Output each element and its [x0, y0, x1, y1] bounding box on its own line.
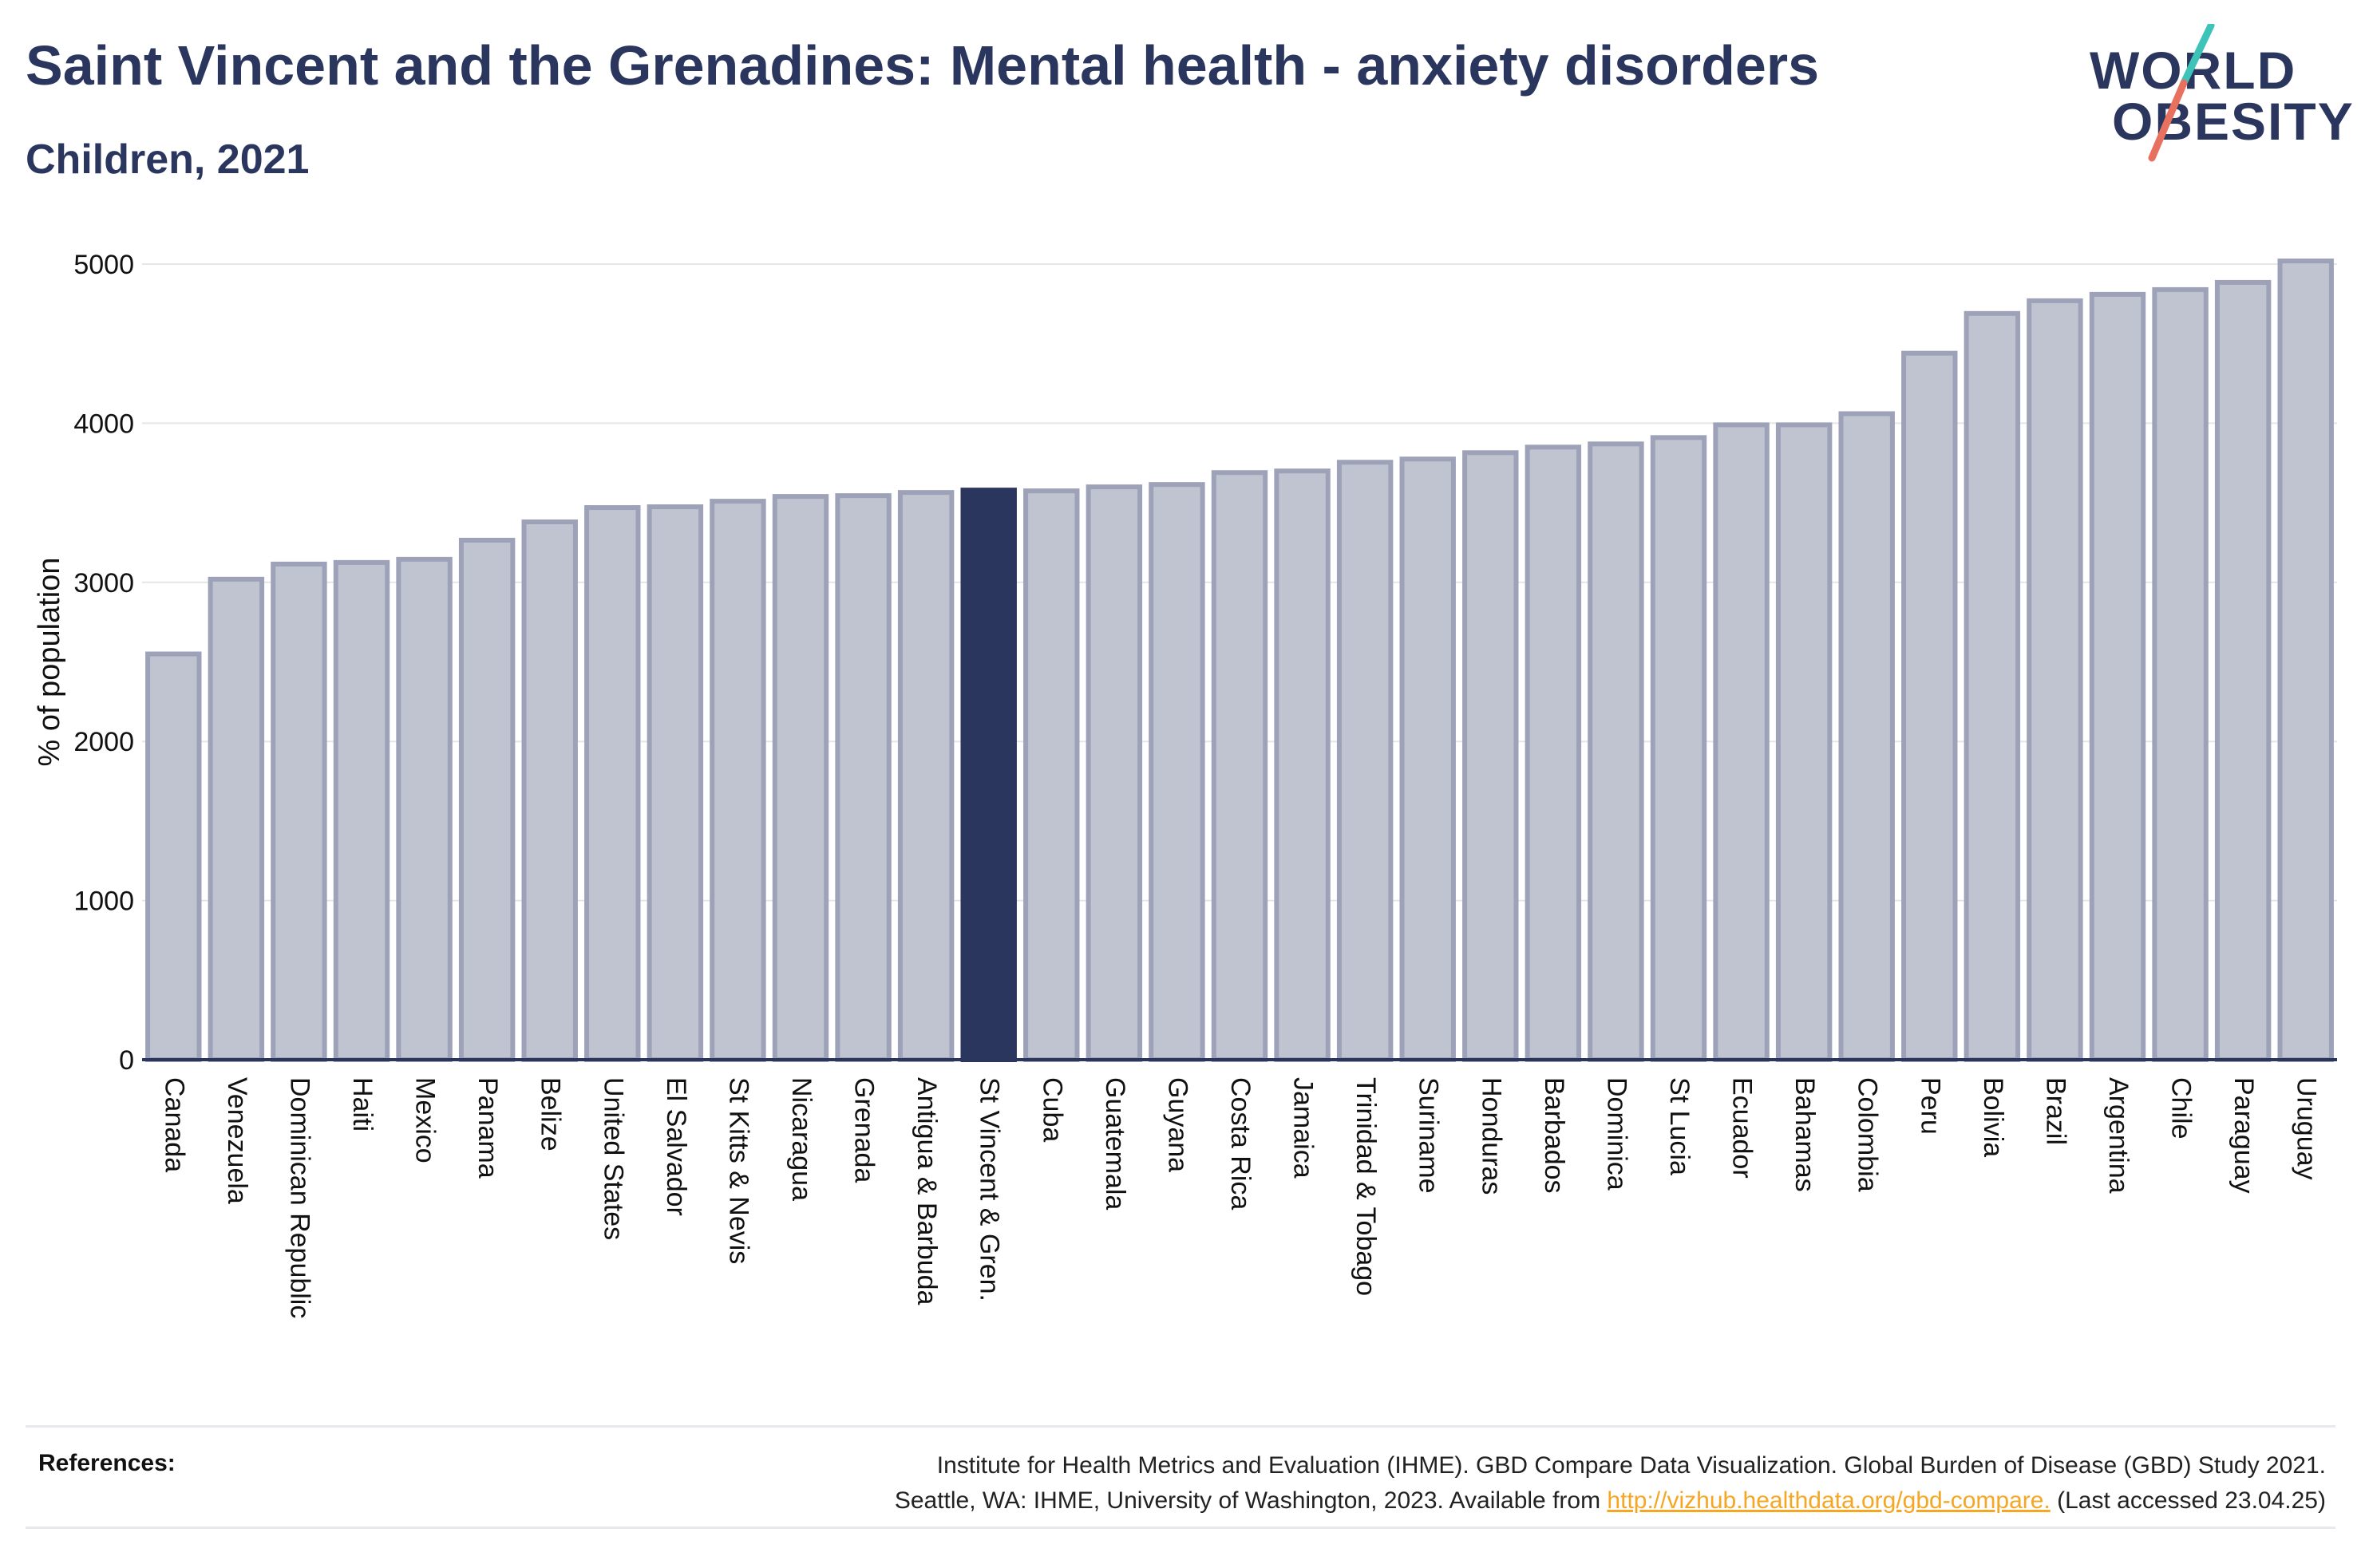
x-tick-label: United States [598, 1077, 628, 1240]
x-tick-label: Brazil [2040, 1077, 2070, 1145]
bar [521, 519, 578, 1062]
x-tick-label: Mexico [410, 1077, 441, 1163]
bar [1274, 468, 1331, 1062]
bar [1149, 482, 1205, 1062]
bar [1775, 422, 1833, 1062]
x-tick-label: Belize [536, 1077, 566, 1151]
logo-slash-icon [2148, 24, 2215, 162]
reference-line-2-suffix: (Last accessed 23.04.25) [2050, 1487, 2326, 1514]
x-tick-label: Nicaragua [786, 1077, 817, 1201]
bar [2214, 279, 2272, 1062]
reference-line-2: Seattle, WA: IHME, University of Washing… [895, 1483, 2326, 1519]
bar [2089, 291, 2146, 1062]
reference-line-1: Institute for Health Metrics and Evaluat… [936, 1452, 2326, 1479]
bar [458, 537, 516, 1062]
world-obesity-logo: WORLD OBESITY [2083, 24, 2353, 168]
reference-link[interactable]: http://vizhub.healthdata.org/gbd-compare… [1607, 1487, 2051, 1514]
bar-chart: 0 1000 2000 3000 4000 5000 % of population Cana… [33, 250, 2337, 1318]
bar [1713, 422, 1770, 1062]
x-tick-label: Paraguay [2229, 1077, 2259, 1194]
bar [1399, 456, 1456, 1062]
bar [897, 490, 955, 1062]
x-tick-label: Honduras [1476, 1077, 1506, 1195]
bar [1336, 460, 1394, 1062]
x-tick-label: Venezuela [222, 1077, 252, 1204]
bar [1964, 310, 2021, 1062]
reference-line-2-prefix: Seattle, WA: IHME, University of Washing… [894, 1487, 1608, 1514]
x-tick-label: Argentina [2103, 1077, 2134, 1194]
bar [2027, 298, 2083, 1062]
x-tick-label: Suriname [1414, 1077, 1444, 1194]
x-tick-label: Dominican Republic [284, 1077, 314, 1318]
bar [1525, 444, 1582, 1062]
x-tick-label: Costa Rica [1225, 1077, 1256, 1210]
bar [1650, 435, 1707, 1062]
bar [396, 556, 453, 1062]
bar [271, 561, 327, 1062]
y-tick-label: 5000 [73, 250, 134, 280]
x-tick-label: Antigua & Barbuda [912, 1077, 942, 1305]
bar [1462, 450, 1519, 1062]
bar [2152, 286, 2209, 1062]
x-tick-label: Ecuador [1727, 1077, 1758, 1179]
x-tick-label: Guatemala [1100, 1077, 1130, 1210]
logo-line-2: OBESITY [2112, 92, 2355, 151]
bar [960, 488, 1017, 1062]
bar [584, 505, 641, 1062]
x-tick-label: Bolivia [1978, 1077, 2008, 1157]
chart-subtitle: Children, 2021 [26, 136, 310, 183]
x-tick-label: Dominica [1601, 1077, 1631, 1191]
x-tick-label: El Salvador [661, 1077, 691, 1216]
x-tick-label: Panama [473, 1077, 503, 1179]
x-tick-label: Canada [159, 1077, 189, 1172]
bar [1838, 411, 1895, 1062]
x-tick-label: Guyana [1162, 1077, 1192, 1172]
x-tick-label: St Lucia [1664, 1077, 1695, 1175]
x-tick-label: Bahamas [1790, 1077, 1820, 1192]
bar [1086, 484, 1143, 1062]
x-tick-label: Colombia [1853, 1077, 1883, 1192]
y-tick-label: 2000 [73, 727, 134, 757]
x-tick-label: Barbados [1539, 1077, 1569, 1194]
y-tick-label: 0 [119, 1045, 134, 1076]
references-text: Institute for Health Metrics and Evaluat… [895, 1448, 2326, 1519]
x-tick-label: Grenada [849, 1077, 880, 1183]
bar [1588, 441, 1644, 1062]
x-tick-label: Uruguay [2292, 1077, 2322, 1180]
references-section: References: Institute for Health Metrics… [26, 1425, 2335, 1529]
x-tick-label: Chile [2166, 1077, 2197, 1139]
x-tick-label: St Kitts & Nevis [723, 1077, 753, 1264]
bar [1211, 470, 1268, 1062]
x-tick-label: Trinidad & Tobago [1351, 1077, 1381, 1296]
references-label: References: [38, 1450, 176, 1476]
x-tick-label: Cuba [1037, 1077, 1067, 1142]
bar [710, 499, 766, 1062]
bar [772, 494, 829, 1062]
y-tick-label: 3000 [73, 568, 134, 598]
bar [1901, 350, 1958, 1062]
bar [2277, 259, 2334, 1062]
x-tick-label: Haiti [347, 1077, 378, 1132]
y-axis-label: % of population [33, 558, 66, 767]
y-tick-label: 1000 [73, 887, 134, 917]
bar [208, 576, 265, 1062]
chart-title: Saint Vincent and the Grenadines: Mental… [26, 34, 1820, 97]
bar [333, 559, 390, 1062]
x-tick-label: St Vincent & Gren. [975, 1077, 1005, 1301]
bar [647, 504, 704, 1062]
x-tick-label: Jamaica [1288, 1077, 1319, 1179]
x-tick-label: Peru [1915, 1077, 1945, 1135]
bar [1023, 488, 1080, 1062]
bar [145, 651, 202, 1063]
bar [835, 493, 892, 1062]
y-tick-label: 4000 [73, 409, 134, 439]
